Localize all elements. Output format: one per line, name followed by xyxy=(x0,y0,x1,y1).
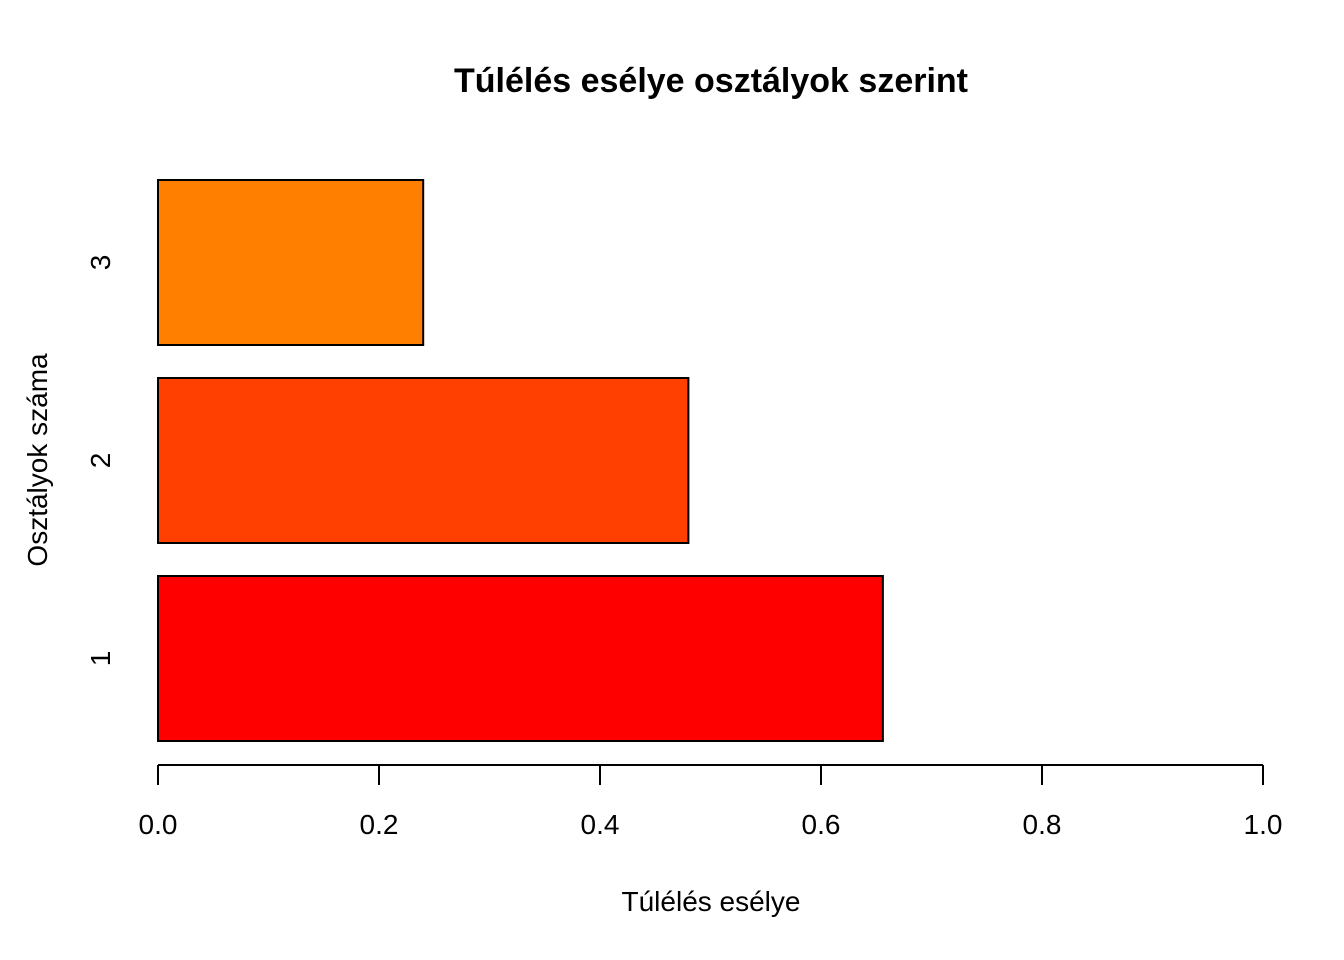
chart-title: Túlélés esélye osztályok szerint xyxy=(454,62,968,100)
bars-group xyxy=(157,179,884,742)
x-tick-label: 0.8 xyxy=(1023,809,1062,840)
x-axis: 0.0 0.2 0.4 0.6 0.8 1.0 xyxy=(139,764,1283,840)
bar-2 xyxy=(157,377,690,544)
y-tick-label-3: 3 xyxy=(85,255,116,271)
x-tick-label: 0.4 xyxy=(581,809,620,840)
y-tick-label-2: 2 xyxy=(85,453,116,469)
x-axis-label: Túlélés esélye xyxy=(622,886,801,917)
y-tick-label-1: 1 xyxy=(85,651,116,667)
x-tick-label: 1.0 xyxy=(1244,809,1283,840)
bar-3 xyxy=(157,179,425,346)
y-axis-label: Osztályok száma xyxy=(22,353,53,567)
x-tick-label: 0.6 xyxy=(802,809,841,840)
y-tick-labels: 1 2 3 xyxy=(85,255,116,667)
bar-1 xyxy=(157,575,884,742)
x-tick-label: 0.2 xyxy=(360,809,399,840)
x-tick-label: 0.0 xyxy=(139,809,178,840)
